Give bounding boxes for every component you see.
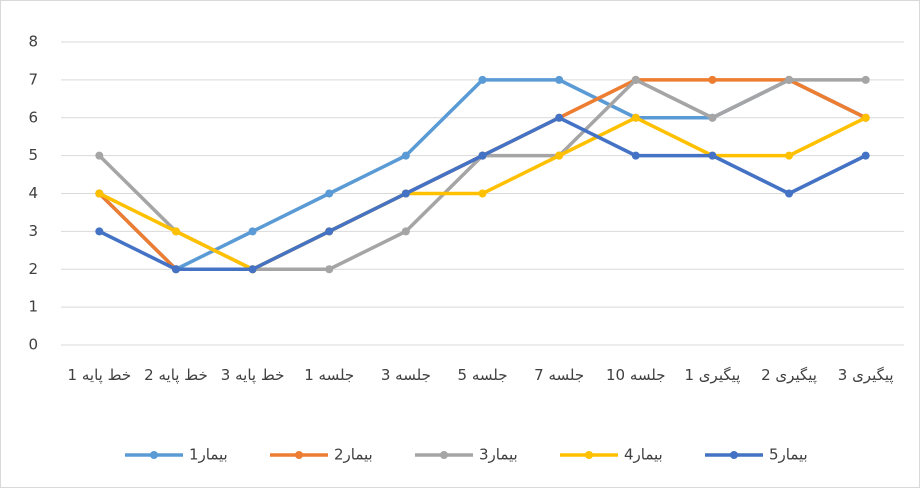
point: [401, 189, 410, 198]
point: [325, 265, 334, 274]
x-tick-label: جلسه 7: [534, 366, 585, 384]
x-tick-label: پیگیری 2: [761, 366, 817, 384]
point: [248, 265, 257, 274]
point: [555, 75, 564, 84]
point: [785, 189, 794, 198]
point: [95, 189, 104, 198]
point: [631, 151, 640, 160]
point: [708, 113, 717, 122]
point: [861, 113, 870, 122]
x-tick-label: جلسه 3: [380, 366, 431, 384]
x-tick-label: جلسه 10: [606, 366, 666, 384]
point: [861, 75, 870, 84]
x-tick-label: جلسه 1: [304, 366, 355, 384]
legend-marker: [150, 451, 158, 459]
legend-marker: [730, 451, 738, 459]
point: [631, 113, 640, 122]
point: [95, 151, 104, 160]
y-tick-label: 7: [28, 70, 38, 88]
y-tick-label: 2: [28, 260, 38, 278]
legend-marker: [295, 451, 303, 459]
x-tick-label: خط پایه 1: [67, 366, 132, 384]
point: [95, 227, 104, 236]
point: [708, 151, 717, 160]
x-tick-label: خط پایه 2: [144, 366, 208, 384]
point: [478, 189, 487, 198]
point: [248, 227, 257, 236]
legend-label: بیمار4: [624, 446, 663, 464]
point: [708, 75, 717, 84]
point: [555, 113, 564, 122]
legend-label: بیمار3: [479, 446, 518, 464]
y-tick-label: 0: [28, 336, 38, 354]
point: [478, 75, 487, 84]
legend-label: بیمار1: [189, 446, 228, 464]
y-tick-label: 8: [28, 33, 38, 51]
point: [861, 151, 870, 160]
point: [631, 75, 640, 84]
y-tick-label: 3: [28, 222, 38, 240]
legend-label: بیمار2: [334, 446, 373, 464]
point: [325, 227, 334, 236]
y-tick-label: 4: [28, 184, 38, 202]
x-tick-label: پیگیری 1: [684, 366, 741, 384]
point: [401, 151, 410, 160]
y-tick-label: 5: [28, 146, 38, 164]
point: [785, 151, 794, 160]
point: [785, 75, 794, 84]
point: [555, 151, 564, 160]
point: [478, 151, 487, 160]
point: [401, 227, 410, 236]
y-tick-label: 6: [28, 108, 38, 126]
x-tick-label: جلسه 5: [457, 366, 508, 384]
legend-label: بیمار5: [769, 446, 808, 464]
x-tick-label: پیگیری 3: [837, 366, 894, 384]
point: [171, 227, 180, 236]
point: [171, 265, 180, 274]
legend-marker: [585, 451, 593, 459]
y-tick-label: 1: [28, 298, 38, 316]
legend-marker: [440, 451, 448, 459]
point: [325, 189, 334, 198]
x-tick-label: خط پایه 3: [220, 366, 285, 384]
